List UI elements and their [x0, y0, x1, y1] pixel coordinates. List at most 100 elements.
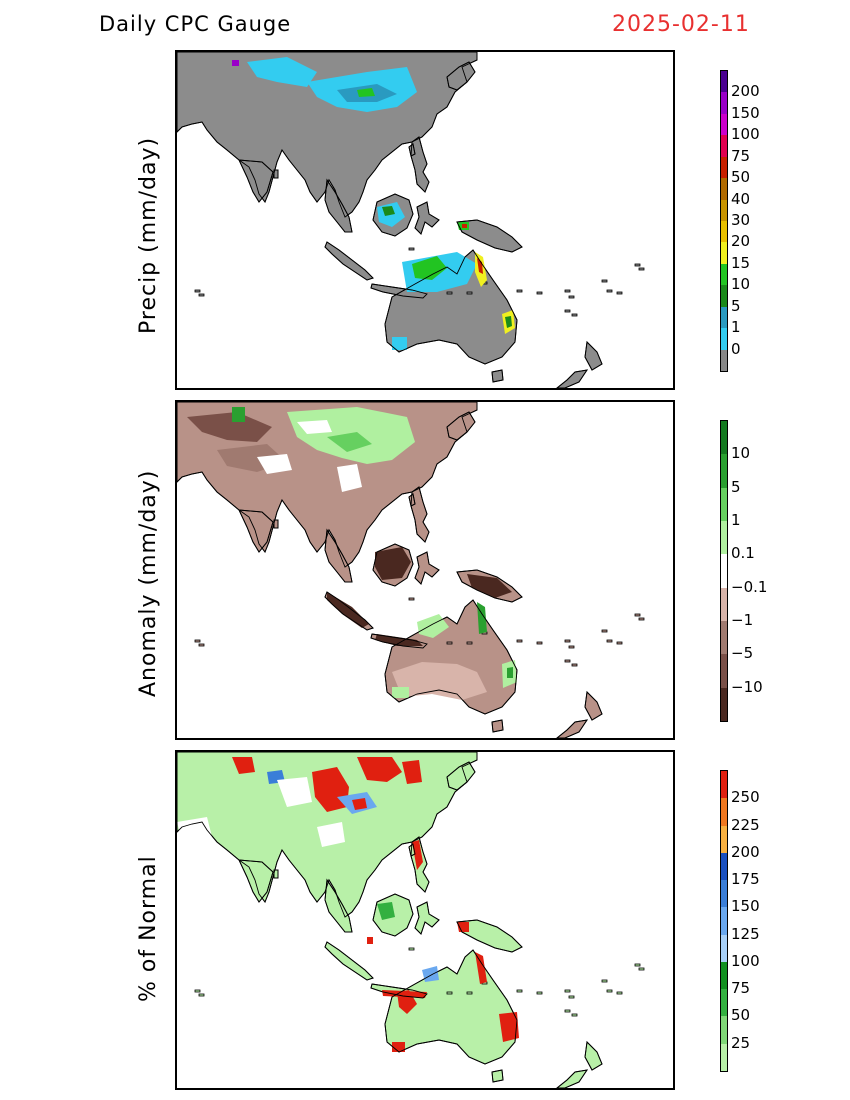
- colorbar-swatch: [721, 798, 727, 826]
- value-region: [392, 1042, 405, 1052]
- colorbar-swatch: [721, 852, 727, 881]
- colorbar-swatch: [721, 989, 727, 1017]
- island: [564, 659, 571, 663]
- island: [606, 639, 613, 643]
- value-region: [317, 822, 345, 847]
- coastline: [414, 201, 440, 235]
- coastline: [370, 633, 428, 649]
- island: [634, 263, 641, 267]
- coastline: [414, 901, 440, 935]
- coastline: [324, 941, 374, 981]
- island: [466, 291, 473, 295]
- colorbar-swatch: [721, 328, 727, 350]
- value-region: [357, 757, 402, 782]
- colorbar-swatch: [721, 156, 727, 179]
- colorbar-tick-label: 20: [731, 232, 751, 251]
- value-region: [327, 592, 369, 628]
- value-region: [367, 937, 373, 944]
- island: [536, 291, 543, 295]
- coastline: [410, 836, 430, 893]
- colorbar-swatch: [721, 825, 727, 853]
- coastline: [273, 169, 279, 179]
- island: [408, 947, 415, 951]
- colorbar-tick-label: 10: [731, 275, 751, 294]
- colorbar-tick-label: 100: [731, 125, 760, 144]
- island: [571, 313, 578, 317]
- coastline: [456, 569, 523, 603]
- colorbar-tick-label: 150: [731, 103, 760, 122]
- value-overlay: [187, 407, 517, 700]
- colorbar-tick-label: 100: [731, 951, 760, 970]
- coastline: [238, 159, 274, 203]
- colorbar-swatch: [721, 242, 727, 264]
- coastline: [177, 52, 478, 218]
- island: [616, 991, 623, 995]
- island: [198, 993, 205, 997]
- coastline: [446, 411, 476, 441]
- coastline: [177, 752, 478, 918]
- coastline: [556, 1069, 588, 1088]
- colorbar-swatch: [721, 521, 727, 555]
- colorbar-swatch: [721, 487, 727, 521]
- colorbar-tick-label: 1: [731, 511, 741, 529]
- colorbar-tick-label: 200: [731, 842, 760, 861]
- island: [466, 641, 473, 645]
- island: [198, 293, 205, 297]
- island: [634, 613, 641, 617]
- precip-map: [177, 52, 645, 388]
- island: [408, 597, 415, 601]
- colorbar-tick-label: 10: [731, 444, 751, 463]
- anomaly-axis-label: Anomaly (mm/day): [136, 469, 161, 697]
- precip-axis-label: Precip (mm/day): [136, 136, 161, 334]
- value-region: [507, 667, 513, 678]
- colorbar-tick-label: 5: [731, 296, 741, 315]
- coastline: [384, 249, 518, 365]
- value-region: [402, 760, 422, 784]
- value-region: [457, 922, 469, 932]
- coastline: [324, 241, 374, 281]
- value-overlay: [177, 757, 519, 1052]
- island: [536, 641, 543, 645]
- colorbar-tick-label: −1: [731, 611, 754, 629]
- island: [564, 989, 571, 993]
- colorbar-swatch: [721, 349, 727, 371]
- colorbar-tick-label: 50: [731, 1006, 751, 1025]
- coastline: [372, 543, 414, 587]
- coastline: [273, 519, 279, 529]
- value-region: [357, 88, 375, 97]
- colorbar-tick-label: 125: [731, 924, 760, 943]
- coastline: [372, 893, 414, 937]
- value-region: [467, 574, 512, 598]
- colorbar-swatch: [721, 687, 727, 721]
- colorbar-swatch: [721, 135, 727, 157]
- coastline: [414, 551, 440, 585]
- value-region: [352, 798, 367, 810]
- coastline: [584, 1041, 603, 1071]
- coastline: [238, 509, 274, 553]
- coastline: [491, 719, 504, 733]
- value-region: [477, 258, 483, 274]
- coastline: [408, 143, 416, 157]
- coastline: [324, 178, 353, 233]
- island: [568, 295, 575, 299]
- island: [536, 991, 543, 995]
- value-region: [232, 407, 245, 422]
- value-region: [505, 316, 512, 328]
- colorbar-swatch: [721, 587, 727, 621]
- value-region: [462, 224, 467, 228]
- value-region: [382, 206, 395, 216]
- colorbar-swatch: [721, 199, 727, 221]
- coastline: [177, 402, 478, 568]
- colorbar-tick-label: −10: [731, 677, 763, 696]
- island: [446, 991, 453, 995]
- colorbar-swatch: [721, 178, 727, 200]
- percent-map: [177, 752, 645, 1088]
- coastline: [408, 493, 416, 507]
- colorbar-tick-label: 30: [731, 211, 751, 229]
- colorbar-swatch: [721, 771, 727, 799]
- land-sumatra: [324, 941, 374, 981]
- date-label: 2025-02-11: [612, 12, 750, 37]
- value-region: [232, 60, 239, 66]
- island: [564, 639, 571, 643]
- coastline: [324, 528, 353, 583]
